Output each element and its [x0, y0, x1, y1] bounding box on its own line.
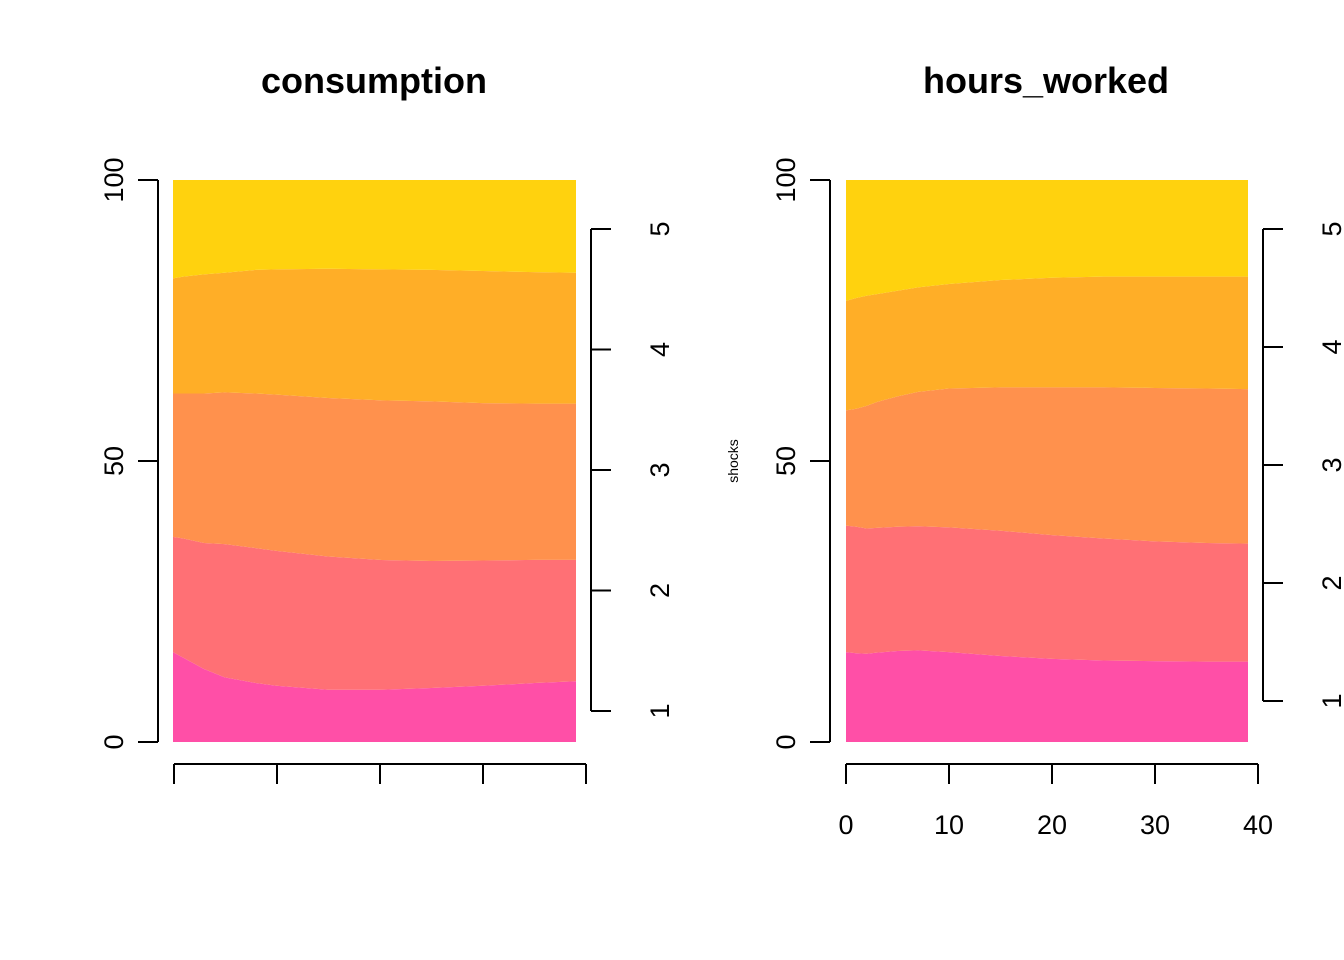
- y-tick-label: 0: [99, 734, 129, 749]
- stack-band-4: [846, 276, 1248, 411]
- y-tick-label: 100: [99, 157, 129, 202]
- chart-title: consumption: [261, 60, 487, 101]
- stack-band-2: [173, 536, 576, 690]
- stack-band-3: [846, 387, 1248, 544]
- y-tick-label: 0: [771, 734, 801, 749]
- hours-worked-panel: hours_worked 0 50 100 0 10 20 30 40 1 2 3 4 5 shocks: [725, 60, 1344, 840]
- x-tick-label: 0: [838, 810, 853, 840]
- x-tick-label: 40: [1243, 810, 1273, 840]
- stack-band-5: [846, 180, 1248, 301]
- x-tick-label: 20: [1037, 810, 1067, 840]
- y-tick-label: 50: [771, 446, 801, 476]
- stack-band-1: [173, 652, 576, 742]
- stack-band-4: [173, 268, 576, 404]
- y-tick-label: 50: [99, 446, 129, 476]
- secondary-tick-label: 1: [645, 703, 675, 718]
- secondary-tick-label: 4: [1317, 339, 1344, 354]
- chart-title: hours_worked: [923, 60, 1169, 101]
- secondary-tick-label: 4: [645, 342, 675, 357]
- secondary-tick-label: 3: [1317, 457, 1344, 472]
- secondary-tick-label: 5: [645, 221, 675, 236]
- consumption-panel: consumption 0 50 100 1 2 3 4 5: [99, 60, 675, 784]
- secondary-tick-label: 2: [645, 583, 675, 598]
- secondary-tick-label: 3: [645, 462, 675, 477]
- y-axis-label: shocks: [725, 439, 741, 483]
- x-tick-label: 10: [934, 810, 964, 840]
- stack-band-3: [173, 392, 576, 562]
- stack-band-2: [846, 525, 1248, 662]
- secondary-tick-label: 2: [1317, 575, 1344, 590]
- secondary-tick-label: 1: [1317, 693, 1344, 708]
- secondary-tick-label: 5: [1317, 221, 1344, 236]
- x-tick-label: 30: [1140, 810, 1170, 840]
- y-tick-label: 100: [771, 157, 801, 202]
- stack-band-5: [173, 180, 576, 279]
- stack-band-1: [846, 650, 1248, 742]
